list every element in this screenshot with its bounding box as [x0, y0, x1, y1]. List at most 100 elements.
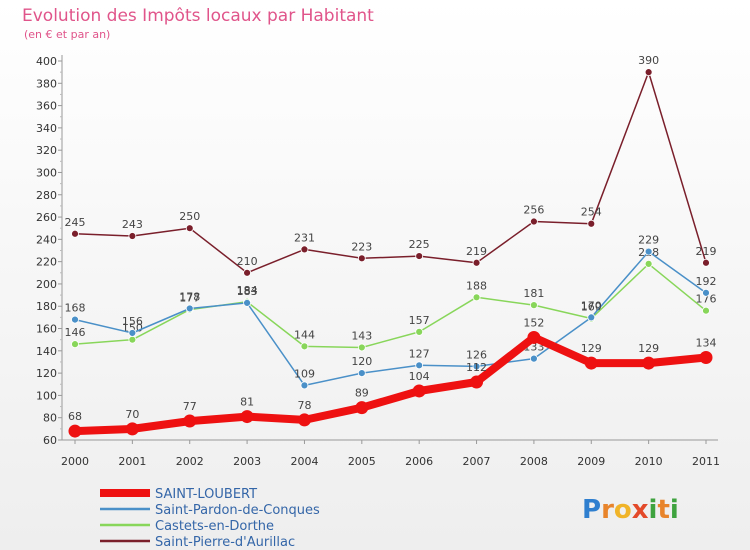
data-point [128, 232, 137, 240]
data-point [587, 313, 596, 322]
data-point [300, 245, 309, 254]
data-point [355, 401, 369, 415]
data-point [644, 68, 653, 77]
axes: 60 80 100 120 140 160 180 200 220 240 260 280 300 320… [36, 55, 720, 468]
y-tick-label: 400 [36, 55, 57, 68]
logo-letter: i [670, 495, 679, 525]
data-point [243, 268, 251, 277]
series-saint-loubert: 68 70 77 81 78 89 104 112 152 129 129 134 [68, 316, 717, 438]
y-tick-label: 100 [36, 389, 57, 402]
data-point [472, 293, 481, 302]
logo-letter: o [614, 495, 632, 525]
legend-label: SAINT-LOUBERT [155, 487, 257, 502]
y-tick-label: 280 [36, 189, 57, 202]
data-point [415, 252, 424, 260]
series-castets-en-dorthe: 146150177184144143157188181169218176 [65, 246, 717, 352]
y-tick-label: 380 [36, 77, 57, 90]
y-tick-label: 200 [36, 278, 57, 291]
x-tick-label: 2005 [348, 455, 376, 468]
legend-label: Castets-en-Dorthe [155, 519, 274, 534]
series-line [74, 250, 707, 387]
data-point [702, 306, 710, 315]
data-label: 176 [696, 293, 717, 306]
data-label: 188 [466, 279, 487, 292]
data-point [240, 410, 254, 424]
data-label: 109 [294, 367, 315, 380]
chart-subtitle: (en € et par an) [24, 28, 110, 41]
data-point [71, 229, 79, 238]
data-label: 254 [581, 206, 602, 219]
data-point [128, 329, 137, 337]
y-tick-label: 60 [43, 434, 57, 447]
data-point [415, 361, 424, 370]
data-point [300, 381, 309, 390]
x-tick-label: 2010 [635, 455, 663, 468]
data-label: 77 [183, 400, 197, 413]
data-point [297, 413, 311, 427]
data-point [357, 343, 366, 352]
legend-label: Saint-Pardon-de-Conques [155, 503, 320, 518]
data-label: 229 [638, 234, 659, 247]
data-label: 143 [351, 329, 372, 342]
data-label: 120 [351, 355, 372, 368]
data-label: 219 [466, 245, 487, 258]
logo-letter: t [657, 495, 669, 525]
data-label: 225 [409, 238, 430, 251]
data-point [71, 315, 79, 324]
data-point [412, 384, 426, 398]
y-tick-label: 220 [36, 256, 57, 269]
x-tick-label: 2007 [463, 455, 491, 468]
data-label: 70 [125, 408, 139, 421]
data-point [470, 375, 484, 389]
data-label: 245 [65, 216, 86, 229]
y-tick-label: 80 [43, 412, 57, 425]
data-point [300, 342, 309, 351]
legend-label: Saint-Pierre-d'Aurillac [155, 535, 295, 550]
y-tick-label: 300 [36, 166, 57, 179]
data-label: 243 [122, 218, 143, 231]
data-label: 184 [237, 284, 258, 297]
data-point [128, 335, 137, 344]
data-point [530, 301, 538, 310]
data-label: 112 [466, 361, 487, 374]
x-tick-label: 2002 [176, 455, 204, 468]
data-point [587, 219, 596, 228]
data-label: 146 [65, 326, 86, 339]
data-label: 168 [65, 302, 86, 315]
data-point [644, 259, 653, 268]
data-label: 181 [523, 287, 544, 300]
x-tick-label: 2001 [118, 455, 146, 468]
data-label: 134 [696, 337, 717, 350]
data-point [530, 354, 538, 363]
y-tick-label: 340 [36, 122, 57, 135]
data-label: 177 [179, 292, 200, 305]
y-tick-label: 180 [36, 300, 57, 313]
data-label: 210 [237, 255, 258, 268]
data-point [584, 356, 598, 370]
data-point [357, 369, 366, 378]
data-label: 104 [409, 370, 430, 383]
data-label: 126 [466, 348, 487, 361]
data-label: 78 [297, 399, 311, 412]
data-label: 231 [294, 231, 315, 244]
y-tick-label: 140 [36, 345, 57, 358]
data-point [642, 356, 656, 370]
data-label: 390 [638, 54, 659, 67]
data-point [699, 351, 713, 365]
data-label: 68 [68, 410, 82, 423]
y-tick-label: 360 [36, 100, 57, 113]
data-point [415, 327, 424, 336]
x-tick-label: 2011 [692, 455, 720, 468]
series-saint-pierre-d-aurillac: 245 243 250 210 231 223 225 219 256 254 390 219 [65, 54, 717, 277]
x-tick-label: 2004 [290, 455, 318, 468]
legend: SAINT-LOUBERTSaint-Pardon-de-ConquesCast… [100, 487, 320, 550]
chart-title: Evolution des Impôts locaux par Habitant [22, 6, 374, 26]
data-point [527, 330, 541, 344]
data-point [185, 224, 194, 233]
data-label: 169 [581, 300, 602, 313]
series-group: 245 243 250 210 231 223 225 219 256 254 390 219 146 1… [65, 54, 717, 438]
data-label: 250 [179, 210, 200, 223]
data-label: 157 [409, 314, 430, 327]
data-point [68, 424, 82, 438]
